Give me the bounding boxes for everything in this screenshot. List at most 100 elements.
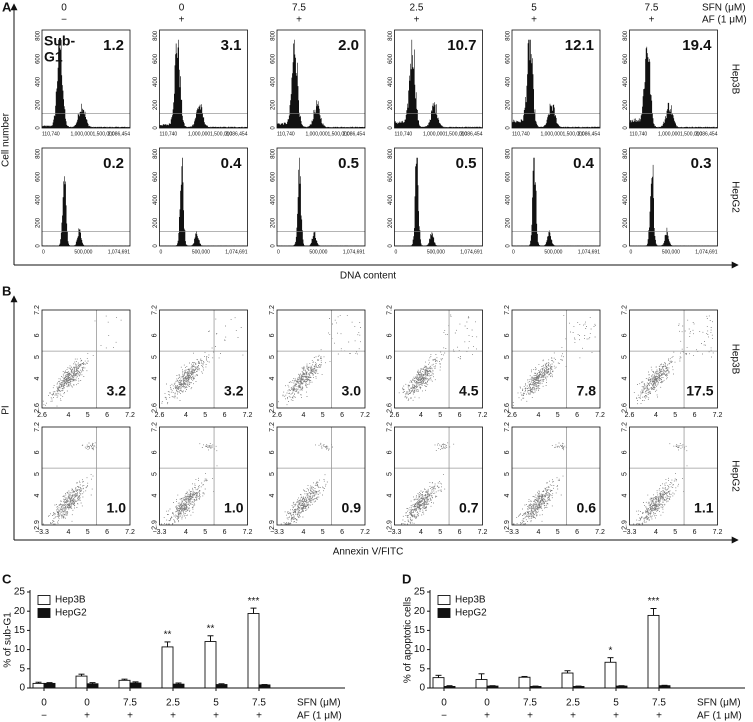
percent-label: 0.4: [573, 155, 595, 172]
y-tick-label: 400: [623, 194, 629, 205]
y-tick-label: 0: [271, 126, 277, 130]
y-tick-label: 400: [153, 76, 159, 87]
y-tick-label: 0: [623, 244, 629, 248]
x-tick-label: 4: [419, 412, 423, 419]
y-tick-label: 200: [388, 217, 394, 228]
percent-label: 0.4: [221, 155, 243, 172]
y-tick-label: 0: [36, 126, 42, 130]
plot-frame: [276, 426, 366, 526]
y-tick-label: 800: [388, 30, 394, 41]
y-tick-label: 0: [623, 126, 629, 130]
x-tick-label: −3.3: [388, 529, 402, 536]
x-tick-label: 2.5: [566, 698, 580, 709]
x-tick-label: 110,740: [160, 131, 178, 137]
x-tick-label: 6: [693, 412, 697, 419]
x-tick-label: 5: [556, 412, 560, 419]
panel-label: D: [402, 571, 411, 586]
bar: [172, 683, 185, 689]
y-tick-label: 5: [19, 663, 25, 674]
x-tick-label: 6: [105, 412, 109, 419]
percent-label: 7.8: [577, 383, 597, 399]
y-tick-label: 2.9: [151, 520, 158, 530]
y-tick-label: 200: [153, 217, 159, 228]
x-tick-label: 0: [630, 249, 633, 255]
panel-label: A: [2, 0, 12, 14]
y-tick-label: 0: [506, 126, 512, 130]
percent-label: 0.2: [103, 155, 124, 172]
x-tick-label: 7.2: [360, 529, 370, 536]
bar: [43, 682, 56, 689]
x-tick-label: 6: [105, 529, 109, 536]
y-tick-label: 200: [153, 99, 159, 110]
header-label: SFN (μM): [702, 3, 746, 14]
scatter-cloud: [42, 442, 97, 525]
bar: [475, 679, 488, 689]
y-tick-label: 4: [151, 494, 158, 498]
x-tick-label: 7.2: [478, 412, 488, 419]
scatter-cloud: [42, 315, 122, 407]
y-tick-label: 800: [506, 148, 512, 159]
percent-label: 0.6: [577, 500, 597, 516]
y-tick-label: 6: [151, 333, 158, 337]
plot-frame: [276, 147, 366, 247]
plot-frame: [629, 29, 718, 129]
x-tick-label: −3.3: [153, 529, 167, 536]
x-tick-label: 6: [223, 529, 227, 536]
x-tick-label: −3.3: [270, 529, 284, 536]
header-af: +: [649, 15, 655, 26]
bar: [75, 675, 88, 689]
x-tick-label: 500,000: [662, 249, 680, 255]
x-tick-label: 2.6: [507, 412, 517, 419]
y-tick-label: 4: [386, 494, 393, 498]
scatter-cloud: [161, 443, 218, 525]
y-tick-label: 200: [36, 217, 42, 228]
legend-swatch: [37, 608, 51, 618]
y-tick-label: 400: [271, 76, 277, 87]
y-tick-label: 400: [388, 194, 394, 205]
y-tick-label: 600: [36, 53, 42, 64]
plot-frame: [629, 309, 718, 409]
x-tick-label-af: +: [570, 711, 576, 722]
y-tick-label: 600: [623, 171, 629, 182]
axis-title: Cell number: [1, 112, 12, 167]
header-sfn: 0: [179, 3, 185, 14]
y-tick-label: 5: [151, 355, 158, 359]
x-tick-label-af: +: [656, 711, 662, 722]
scatter-cloud: [161, 317, 244, 405]
histogram: [629, 164, 718, 246]
plot-frame: [511, 29, 601, 129]
y-tick-label: 200: [506, 217, 512, 228]
bar: [247, 613, 260, 689]
y-tick-label: 800: [36, 30, 42, 41]
y-tick-label: 400: [388, 76, 394, 87]
y-tick-label: 600: [153, 53, 159, 64]
x-tick-label: 5: [86, 412, 90, 419]
x-tick-label: 5: [321, 529, 325, 536]
significance: ***: [648, 596, 660, 607]
histogram: [512, 39, 600, 128]
histogram: [394, 39, 483, 128]
x-tick-label: 6: [223, 412, 227, 419]
y-tick-label: 4: [621, 377, 628, 381]
x-tick-label: 1,500,000: [445, 131, 467, 137]
x-tick-label: 110,740: [630, 131, 648, 137]
x-tick-label: 7.2: [125, 529, 135, 536]
x-tick-label: 110,740: [42, 131, 60, 137]
x-tick-label: 1,000,000: [70, 131, 92, 137]
x-tick-label: 2,086,454: [460, 131, 482, 137]
significance: ***: [248, 596, 260, 607]
y-tick-label: 5: [34, 355, 41, 359]
x-tick-label: 4: [184, 529, 188, 536]
y-tick-label: 6: [621, 333, 628, 337]
x-tick-label: 1,500,000: [92, 131, 114, 137]
bar: [129, 682, 142, 689]
y-tick-label: 7.2: [386, 422, 393, 432]
row-label: HepG2: [729, 181, 740, 213]
y-tick-label: 5: [386, 355, 393, 359]
y-tick-label: 600: [388, 53, 394, 64]
y-tick-label: 6: [34, 333, 41, 337]
x-tick-label: 4: [654, 412, 658, 419]
x-tick-label: 5: [86, 529, 90, 536]
x-tick-label: 2,086,454: [695, 131, 717, 137]
scatter-cloud: [401, 442, 455, 525]
